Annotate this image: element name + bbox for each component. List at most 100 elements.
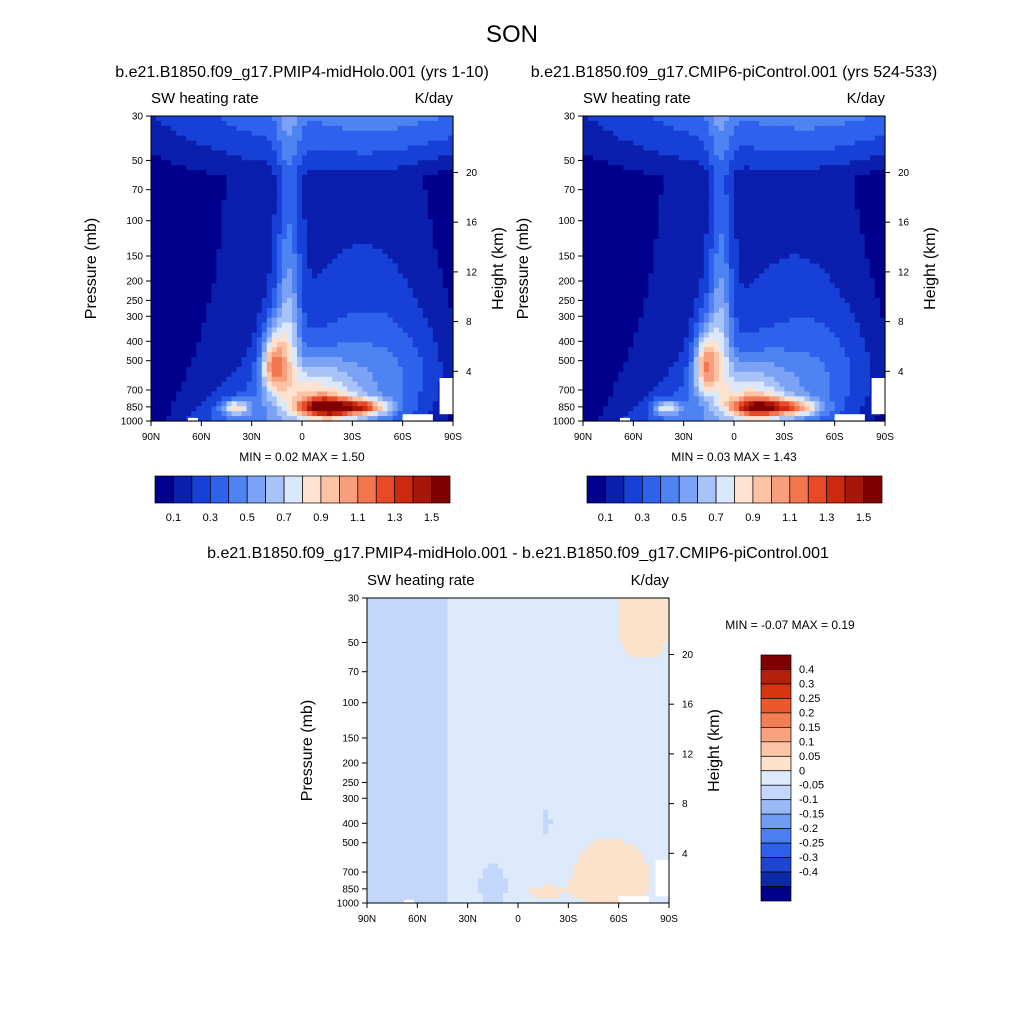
contour-cell: [226, 135, 233, 142]
contour-cell: [246, 416, 253, 422]
contour-cell: [864, 120, 871, 127]
contour-cell: [286, 357, 293, 363]
contour-cell: [397, 194, 404, 201]
contour-cell: [231, 416, 238, 422]
contour-cell: [382, 396, 389, 402]
contour-cell: [281, 204, 288, 211]
contour-cell: [407, 283, 414, 289]
contour-cell: [352, 268, 358, 275]
contour-cell: [236, 352, 243, 358]
contour-cell: [337, 150, 343, 156]
contour-cell: [362, 322, 369, 329]
contour-cell: [598, 116, 604, 122]
contour-cell: [211, 179, 218, 186]
contour-cell: [231, 342, 238, 348]
contour-cell: [211, 352, 218, 358]
contour-cell: [246, 406, 253, 412]
contour-cell: [774, 140, 780, 147]
contour-cell: [156, 332, 162, 338]
contour-cell: [271, 175, 278, 181]
contour-cell: [156, 312, 162, 319]
contour-cell: [226, 248, 233, 255]
contour-cell: [869, 175, 876, 181]
contour-cell: [437, 165, 444, 171]
contour-cell: [276, 307, 283, 314]
contour-cell: [427, 386, 434, 393]
contour-cell: [352, 342, 358, 348]
contour-cell: [794, 170, 801, 176]
contour-cell: [352, 406, 358, 412]
contour-cell: [417, 366, 424, 373]
contour-cell: [307, 165, 313, 171]
contour-cell: [151, 406, 157, 412]
contour-cell: [819, 155, 826, 161]
contour-cell: [422, 165, 429, 171]
contour-cell: [302, 179, 308, 186]
contour-cell: [196, 347, 202, 353]
contour-cell: [658, 175, 665, 181]
contour-cell: [794, 175, 801, 181]
contour-cell: [593, 120, 599, 127]
contour-cell: [307, 298, 313, 304]
contour-cell: [648, 199, 655, 206]
contour-cell: [799, 130, 806, 137]
contour-cell: [236, 332, 243, 338]
contour-cell: [357, 224, 363, 230]
contour-cell: [432, 342, 439, 348]
contour-cell: [357, 386, 363, 393]
contour-cell: [286, 406, 293, 412]
contour-cell: [327, 243, 333, 250]
contour-cell: [427, 145, 434, 152]
contour-cell: [432, 322, 439, 329]
contour-cell: [648, 125, 655, 132]
contour-cell: [231, 401, 238, 407]
height-tick-label: 8: [466, 317, 472, 328]
contour-cell: [744, 120, 750, 127]
contour-cell: [226, 219, 233, 225]
contour-cell: [417, 238, 424, 245]
contour-cell: [256, 165, 263, 171]
contour-cell: [186, 120, 192, 127]
contour-cell: [744, 189, 750, 196]
contour-cell: [598, 209, 604, 215]
contour-cell: [181, 406, 187, 412]
contour-cell: [181, 155, 187, 161]
contour-cell: [342, 170, 348, 176]
contour-cell: [317, 145, 323, 152]
contour-cell: [236, 160, 243, 166]
contour-cell: [377, 263, 384, 270]
contour-cell: [347, 209, 353, 215]
contour-cell: [603, 140, 609, 147]
contour-cell: [417, 120, 424, 127]
contour-cell: [211, 219, 218, 225]
contour-cell: [231, 155, 238, 161]
contour-cell: [447, 184, 454, 191]
contour-cell: [191, 214, 197, 220]
contour-cell: [211, 243, 218, 250]
contour-cell: [196, 342, 202, 348]
contour-cell: [693, 184, 700, 191]
contour-cell: [191, 361, 197, 368]
contour-cell: [367, 288, 374, 294]
colorbar-label: 0.3: [203, 512, 218, 524]
contour-cell: [437, 194, 444, 201]
contour-cell: [879, 155, 886, 161]
contour-cell: [286, 416, 293, 422]
contour-cell: [317, 396, 323, 402]
contour-cell: [261, 204, 268, 211]
contour-cell: [281, 155, 288, 161]
contour-cell: [347, 352, 353, 358]
contour-cell: [583, 120, 589, 127]
contour-cell: [216, 199, 223, 206]
contour-cell: [864, 204, 871, 211]
contour-cell: [703, 155, 710, 161]
contour-cell: [422, 406, 429, 412]
contour-cell: [322, 150, 328, 156]
contour-cell: [382, 411, 389, 417]
contour-cell: [186, 243, 192, 250]
contour-cell: [347, 376, 353, 383]
contour-cell: [412, 302, 419, 309]
contour-cell: [256, 396, 263, 402]
contour-cell: [377, 406, 384, 412]
contour-cell: [392, 199, 399, 206]
